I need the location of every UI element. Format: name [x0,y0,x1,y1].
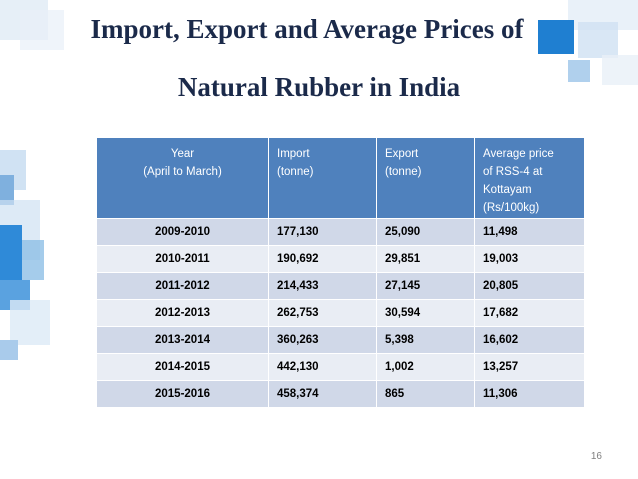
cell-year: 2010-2011 [96,245,269,273]
cell-year: 2014-2015 [96,353,269,381]
slide-title-line-2: Natural Rubber in India [177,72,461,102]
cell-price: 11,498 [474,218,585,246]
header-year-line1: Year [170,148,195,160]
header-price-line4: (Rs/100kg) [483,202,540,214]
header-year: Year (April to March) [96,137,269,219]
header-year-line2: (April to March) [143,166,222,178]
cell-import: 214,433 [268,272,377,300]
cell-export: 29,851 [376,245,475,273]
table-row: 2012-2013 262,753 30,594 17,682 [96,299,585,327]
cell-price: 20,805 [474,272,585,300]
cell-import: 177,130 [268,218,377,246]
cell-import: 262,753 [268,299,377,327]
rubber-data-table: Year (April to March) Import (tonne) Exp… [96,137,585,408]
cell-price: 17,682 [474,299,585,327]
table-header-row: Year (April to March) Import (tonne) Exp… [96,137,585,219]
table-row: 2015-2016 458,374 865 11,306 [96,380,585,408]
cell-price: 13,257 [474,353,585,381]
decorative-squares-top-right [538,0,638,85]
cell-price: 16,602 [474,326,585,354]
header-export: Export (tonne) [376,137,475,219]
header-average-price: Average price of RSS-4 at Kottayam (Rs/1… [474,137,585,219]
page-number: 16 [590,451,602,462]
header-price-line3: Kottayam [483,184,532,196]
cell-import: 442,130 [268,353,377,381]
cell-year: 2015-2016 [96,380,269,408]
cell-export: 865 [376,380,475,408]
cell-export: 1,002 [376,353,475,381]
cell-year: 2013-2014 [96,326,269,354]
decorative-squares-left [0,0,64,360]
cell-export: 25,090 [376,218,475,246]
cell-price: 19,003 [474,245,585,273]
header-import-line2: (tonne) [277,166,314,178]
slide-title-line-1: Import, Export and Average Prices of [90,14,524,44]
cell-import: 360,263 [268,326,377,354]
table-row: 2010-2011 190,692 29,851 19,003 [96,245,585,273]
cell-export: 30,594 [376,299,475,327]
cell-import: 190,692 [268,245,377,273]
header-import-line1: Import [277,148,310,160]
cell-year: 2009-2010 [96,218,269,246]
cell-year: 2012-2013 [96,299,269,327]
header-price-line2: of RSS-4 at [483,166,543,178]
table-row: 2011-2012 214,433 27,145 20,805 [96,272,585,300]
cell-price: 11,306 [474,380,585,408]
table-row: 2014-2015 442,130 1,002 13,257 [96,353,585,381]
cell-import: 458,374 [268,380,377,408]
table-row: 2009-2010 177,130 25,090 11,498 [96,218,585,246]
cell-export: 27,145 [376,272,475,300]
header-price-line1: Average price [483,148,554,160]
header-import: Import (tonne) [268,137,377,219]
cell-export: 5,398 [376,326,475,354]
table-row: 2013-2014 360,263 5,398 16,602 [96,326,585,354]
header-export-line1: Export [385,148,419,160]
header-export-line2: (tonne) [385,166,422,178]
cell-year: 2011-2012 [96,272,269,300]
